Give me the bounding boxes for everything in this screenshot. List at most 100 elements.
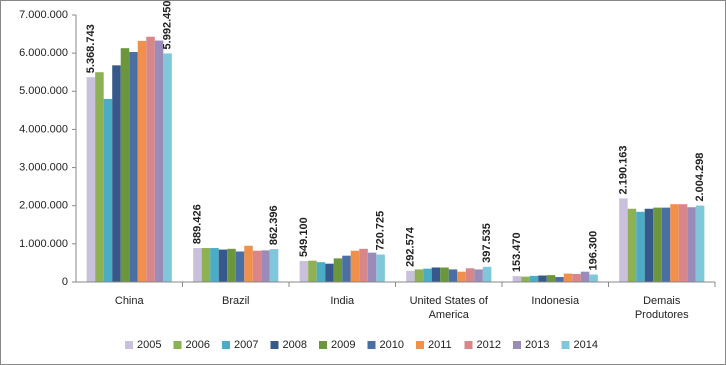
bar (193, 248, 202, 282)
data-label: 292.574 (404, 226, 416, 267)
bar (244, 245, 253, 282)
bar (538, 275, 547, 282)
legend-label: 2009 (331, 339, 355, 351)
legend-swatch (561, 341, 570, 349)
y-tick-label: 0 (62, 276, 68, 288)
bar (359, 248, 368, 282)
bar (367, 252, 377, 282)
bar (482, 266, 492, 282)
y-tick-label: 3.000.000 (19, 161, 68, 173)
legend-swatch (173, 341, 182, 349)
legend-label: 2011 (428, 339, 452, 351)
y-tick-label: 6.000.000 (19, 47, 68, 59)
bar (342, 255, 351, 282)
legend-swatch (367, 341, 376, 349)
legend-label: 2012 (477, 339, 501, 351)
legend-swatch (319, 341, 327, 349)
legend-label: 2006 (186, 339, 210, 351)
legend-label: 2007 (234, 339, 258, 351)
x-tick-label: China (114, 295, 144, 307)
bar (269, 249, 279, 282)
bar (235, 251, 245, 282)
bar (448, 269, 458, 282)
bar (308, 260, 317, 282)
legend-label: 2008 (283, 339, 307, 351)
legend-swatch (270, 341, 279, 349)
bar (563, 273, 573, 282)
bar (465, 268, 475, 282)
bar (627, 208, 637, 282)
bar (252, 250, 262, 282)
bar (431, 267, 441, 282)
data-label: 862.396 (268, 205, 280, 245)
bar (572, 273, 581, 282)
bar (376, 254, 385, 282)
x-tick-label: Demais Produtores (634, 295, 689, 321)
x-tick-label: Brazil (221, 295, 250, 307)
bar (163, 53, 172, 283)
data-label: 397.535 (481, 223, 493, 263)
legend-label: 2013 (525, 339, 549, 351)
y-tick-label: 4.000.000 (19, 123, 68, 135)
bar (201, 248, 211, 282)
bar (112, 65, 121, 282)
bar (653, 207, 662, 282)
data-label: 549.100 (298, 217, 310, 257)
bar (644, 208, 654, 282)
data-label: 5.368.743 (85, 24, 97, 73)
bar (661, 207, 671, 282)
bar (154, 40, 164, 283)
bar (227, 248, 236, 282)
bar (129, 51, 138, 283)
legend-swatch (222, 341, 230, 349)
bar (555, 277, 564, 282)
data-label: 889.426 (191, 204, 203, 244)
bar (589, 274, 598, 282)
bar (137, 40, 147, 283)
bar (529, 275, 539, 282)
legend-swatch (464, 341, 473, 349)
bar (316, 262, 326, 282)
bar (120, 48, 130, 283)
bar (619, 198, 628, 282)
bar (146, 36, 155, 283)
bar (350, 250, 360, 282)
y-tick-label: 5.000.000 (19, 85, 68, 97)
bar (474, 269, 483, 282)
legend-swatch (513, 341, 521, 349)
bar (512, 276, 522, 282)
bar (687, 207, 696, 282)
bar (218, 249, 228, 282)
bar (670, 204, 679, 282)
data-label: 2.190.163 (617, 146, 629, 195)
y-tick-label: 1.000.000 (19, 238, 68, 250)
legend-swatch (416, 341, 424, 349)
bar (546, 275, 556, 282)
bar (325, 263, 334, 282)
legend-label: 2010 (380, 339, 404, 351)
legend-label: 2005 (137, 339, 161, 351)
bar (299, 261, 309, 282)
bar (423, 268, 432, 282)
x-tick-label: Indonesia (531, 295, 580, 307)
legend-swatch (125, 341, 133, 349)
data-label: 720.725 (374, 211, 386, 251)
legend-label: 2014 (574, 339, 598, 351)
x-tick-label: India (330, 295, 355, 307)
data-label: 196.300 (587, 231, 599, 271)
bar (580, 271, 590, 282)
bar (695, 205, 705, 282)
bar (103, 98, 113, 283)
bar (95, 72, 104, 282)
data-label: 2.004.298 (694, 153, 706, 202)
bar (440, 267, 449, 282)
bar (636, 211, 645, 282)
data-label: 153.470 (511, 232, 523, 272)
bar (678, 204, 688, 282)
data-label: 5.992.450 (161, 0, 173, 49)
x-tick-label: United States of America (409, 295, 488, 321)
bar (333, 258, 343, 282)
bar (86, 77, 96, 283)
